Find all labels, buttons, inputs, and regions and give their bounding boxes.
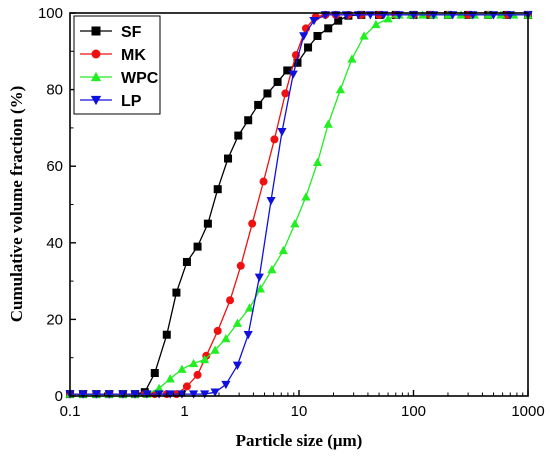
- y-tick-label: 100: [38, 5, 63, 22]
- data-point-wpc: [371, 19, 381, 29]
- x-axis-title: Particle size (μm): [236, 431, 363, 450]
- data-point-wpc: [301, 192, 311, 201]
- legend-marker-mk: [91, 49, 101, 59]
- y-tick-label: 60: [46, 158, 63, 175]
- data-point-lp: [210, 388, 220, 397]
- data-point-sf: [313, 31, 322, 40]
- data-point-sf: [182, 257, 191, 266]
- y-axis-title: Cumulative volume fraction (%): [7, 86, 26, 323]
- data-point-wpc: [323, 119, 333, 128]
- data-point-sf: [244, 116, 253, 125]
- data-point-lp: [104, 390, 114, 399]
- data-point-lp: [299, 32, 309, 41]
- legend-marker-lp: [90, 95, 102, 106]
- data-point-wpc: [267, 265, 277, 274]
- data-point-wpc: [312, 157, 323, 167]
- data-point-lp: [142, 390, 152, 399]
- legend-entry-lp: LP: [80, 93, 142, 110]
- legend-marker-sf: [91, 26, 101, 36]
- data-point-lp: [288, 70, 298, 79]
- data-point-wpc: [335, 85, 346, 94]
- data-point-lp: [200, 390, 210, 399]
- data-point-lp: [254, 273, 264, 282]
- data-point-sf: [203, 219, 212, 228]
- data-point-sf: [172, 288, 181, 297]
- legend: SF MK WPC LP: [73, 15, 161, 115]
- legend-label-wpc: WPC: [121, 70, 159, 87]
- axis-layer: 0.1 1 10 100 1000 0 20 40 60 80 100: [38, 5, 545, 420]
- data-point-wpc: [255, 284, 265, 293]
- data-point-wpc: [244, 303, 255, 312]
- data-point-mk: [213, 326, 222, 335]
- data-point-lp: [309, 16, 319, 26]
- y-tick-label: 40: [46, 235, 63, 252]
- data-point-sf: [304, 43, 313, 52]
- legend-marker-wpc: [90, 71, 102, 82]
- data-point-wpc: [221, 333, 231, 343]
- y-tick-label: 80: [46, 82, 63, 99]
- data-point-lp: [266, 196, 276, 206]
- data-point-sf: [193, 242, 202, 251]
- data-point-wpc: [165, 374, 175, 383]
- legend-label-sf: SF: [121, 24, 142, 41]
- data-point-mk: [259, 177, 268, 186]
- data-point-wpc: [290, 219, 300, 228]
- data-point-sf: [273, 77, 282, 86]
- legend-box: [73, 15, 161, 115]
- x-tick-label: 1: [180, 403, 188, 420]
- x-tick-label: 10: [291, 403, 308, 420]
- legend-entry-wpc: WPC: [80, 70, 159, 87]
- data-point-lp: [221, 380, 231, 390]
- data-point-mk: [236, 261, 245, 270]
- data-point-lp: [118, 390, 128, 399]
- data-point-mk: [182, 382, 191, 391]
- data-point-sf: [283, 66, 292, 75]
- data-point-sf: [213, 185, 222, 194]
- data-point-wpc: [154, 383, 164, 393]
- data-point-wpc: [188, 358, 199, 368]
- data-point-lp: [277, 128, 287, 137]
- data-point-wpc: [232, 318, 243, 327]
- legend-entry-mk: MK: [80, 47, 146, 64]
- data-point-sf: [334, 16, 343, 25]
- data-point-lp: [78, 390, 88, 399]
- data-point-wpc: [278, 245, 288, 255]
- data-point-sf: [224, 154, 233, 163]
- data-point-lp: [243, 331, 253, 340]
- data-point-sf: [324, 24, 333, 33]
- y-tick-label: 20: [46, 311, 63, 328]
- y-tick-label: 0: [55, 388, 63, 405]
- data-point-sf: [254, 100, 263, 109]
- data-point-mk: [248, 219, 257, 228]
- data-point-wpc: [200, 355, 210, 364]
- data-point-wpc: [177, 364, 187, 373]
- legend-label-mk: MK: [121, 47, 146, 64]
- data-point-sf: [234, 131, 243, 140]
- data-point-mk: [281, 89, 290, 98]
- data-point-lp: [91, 390, 101, 399]
- data-point-lp: [232, 361, 243, 370]
- data-point-sf: [162, 330, 171, 339]
- data-point-lp: [188, 390, 199, 399]
- data-point-wpc: [210, 345, 220, 354]
- data-point-wpc: [359, 31, 369, 40]
- data-point-lp: [165, 390, 175, 399]
- data-point-sf: [263, 89, 272, 98]
- data-point-mk: [193, 370, 202, 379]
- data-point-mk: [270, 135, 279, 144]
- legend-label-lp: LP: [121, 93, 142, 110]
- x-tick-label: 100: [401, 403, 426, 420]
- data-point-wpc: [347, 54, 357, 63]
- data-point-sf: [293, 58, 302, 67]
- data-point-lp: [130, 390, 140, 399]
- data-point-sf: [150, 369, 159, 378]
- data-point-mk: [226, 296, 235, 305]
- legend-entry-sf: SF: [80, 24, 142, 41]
- x-tick-label: 0.1: [60, 403, 81, 420]
- x-tick-label: 1000: [511, 403, 544, 420]
- data-point-wpc: [383, 14, 393, 23]
